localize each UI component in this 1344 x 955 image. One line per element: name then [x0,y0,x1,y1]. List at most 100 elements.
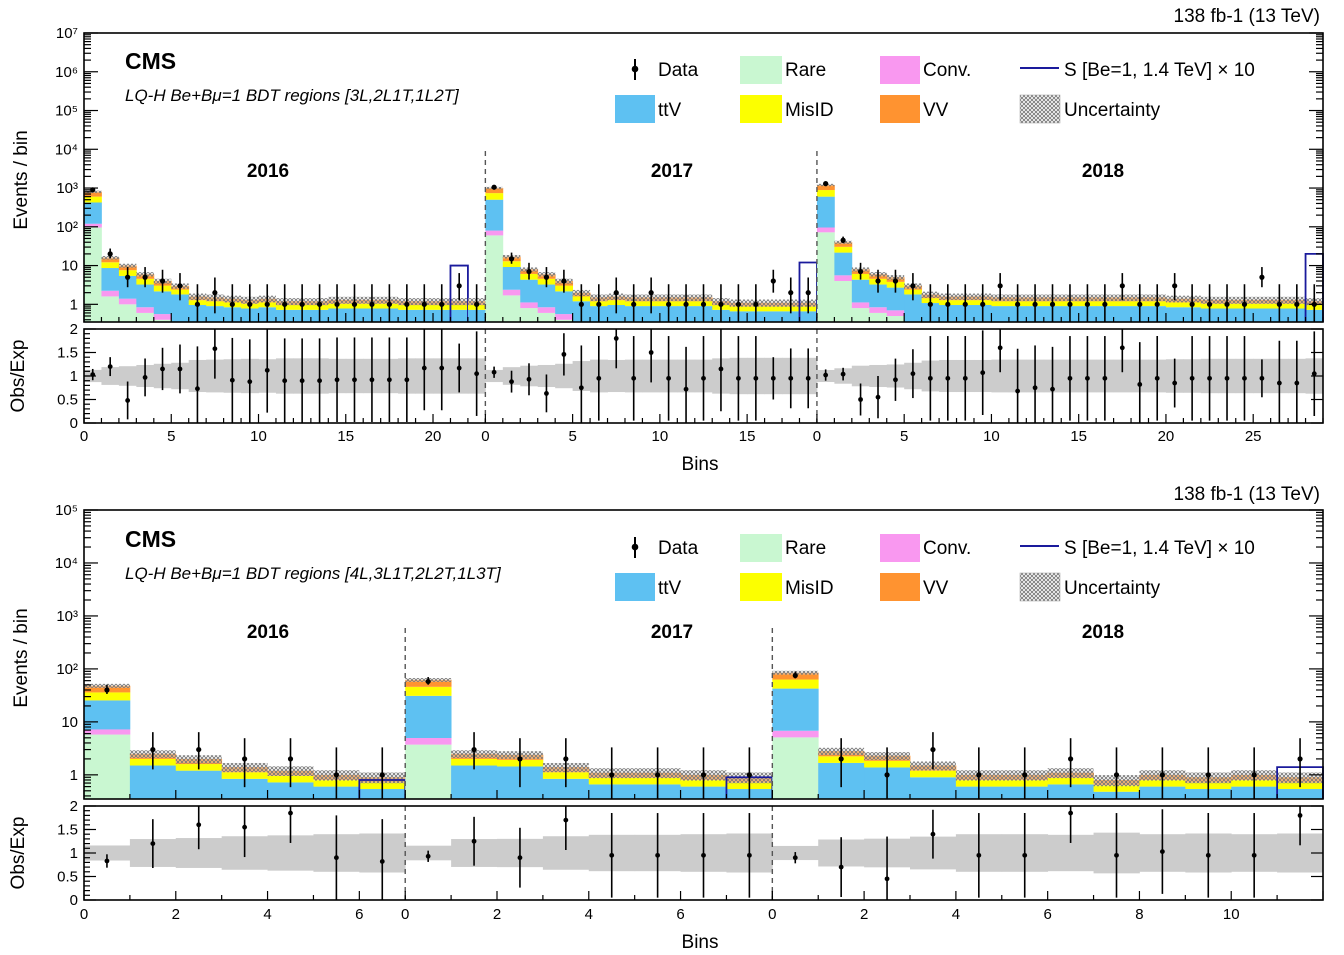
stack-misid-bar [816,190,835,197]
ratio-point [1032,385,1038,391]
stack-ttv-bar [772,688,819,731]
stack-ttv-bar [607,305,626,322]
ratio-point [736,375,741,381]
data-point [753,301,759,307]
stack-ttv-bar [502,267,521,290]
stack-ttv-bar [84,202,102,224]
top-cms-label: CMS [125,48,176,74]
ratio-point [317,378,322,384]
ratio-point [875,394,881,400]
data-point [1276,301,1282,307]
legend-conv-label: Conv. [923,60,971,81]
x-tick-label: 0 [80,906,88,923]
data-point [700,301,707,307]
top-figure: 138 fb-1 (13 TeV) 11010²10³10⁴10⁵10⁶10⁷ … [8,6,1324,475]
bottom-main-frame [83,509,1324,800]
ratio-uncertainty-band [118,366,137,386]
stack-misid-bar [1113,301,1132,307]
ratio-point [1050,386,1055,392]
data-point [196,746,202,753]
bottom-legend-vv: VV [880,573,949,601]
data-point [247,301,253,307]
data-point [242,756,248,762]
ratio-point [526,376,532,382]
data-point [1137,301,1143,307]
bottom-ratio-x-ticks: 0 2 4 6 0 2 4 6 0 2 4 6 8 10 [80,891,1324,923]
ratio-point [421,365,427,371]
ratio-point [1251,852,1257,858]
bottom-year-2016: 2016 [247,622,289,643]
ratio-point [788,375,794,381]
bottom-cms-label: CMS [125,526,176,552]
x-tick-label: 6 [355,906,363,923]
data-point [142,274,148,280]
stack-rare-bar [772,737,819,799]
top-legend-data: Data [631,59,699,81]
x-tick-label: 4 [585,906,593,923]
top-ratio-dividers [484,329,818,423]
y-tick-label: 10³ [56,180,78,197]
data-point [1241,301,1248,307]
data-point [1205,772,1211,778]
data-point [596,301,602,307]
x-tick-label: 20 [425,428,442,445]
stack-misid-bar [764,306,783,312]
top-subtitle: LQ-H Be+Bμ=1 BDT regions [3L,2L1T,1L2T] [125,86,460,105]
y-tick-label: 10³ [56,608,78,625]
data-point [333,772,339,778]
stack-rare-bar [834,280,853,322]
stack-ttv-bar [84,700,131,730]
stack-rare-bar [101,296,120,322]
ratio-point [753,375,759,381]
ratio-point [770,375,776,381]
stack-ttv-bar [542,778,590,799]
ratio-uncertainty-band [607,359,626,393]
data-point [1206,301,1213,307]
data-point [770,278,776,284]
legend-vv-label: VV [923,578,949,599]
uncertainty-hatch [764,299,783,307]
x-tick-label: 15 [1070,428,1087,445]
stack-misid-bar [405,686,452,696]
ratio-point [242,824,248,830]
ratio-point [264,367,270,373]
ratio-point [177,366,183,372]
stack-ttv-bar [537,284,556,308]
data-point [805,290,811,296]
ratio-point [1015,388,1021,394]
stack-ttv-bar [520,279,539,303]
ratio-point [160,366,165,372]
ratio-point [893,377,898,383]
data-point [997,283,1003,289]
ratio-point [578,385,584,391]
data-point [1259,274,1265,280]
stack-ttv-bar [886,287,905,311]
data-point [194,301,201,307]
data-point [792,672,798,679]
y-tick-label: 10² [56,661,78,678]
data-point [264,301,270,307]
legend-vv-swatch [880,95,920,123]
y-tick-label: 10⁴ [55,555,78,572]
data-point [884,772,890,778]
y-tick-label: 10⁷ [56,25,78,42]
top-legend-misid: MisID [740,95,834,123]
ratio-point [456,365,462,371]
ratio-point [509,379,514,385]
top-legend: Data Rare Conv. S [Be=1, 1.4 TeV] × 10 t… [615,56,1255,124]
x-tick-label: 20 [1158,428,1175,445]
stack-ttv-bar [1277,789,1324,799]
data-point [1251,772,1257,778]
bottom-x-axis-ticks [83,790,1324,799]
stack-rare-bar [84,227,102,322]
ratio-y-tick-label: 1.5 [57,345,78,362]
data-point [386,301,392,307]
data-point [316,301,323,307]
ratio-point [299,378,305,384]
ratio-point [838,864,844,870]
stack-conv-bar [520,302,539,309]
data-point [107,251,113,257]
ratio-point [404,377,410,383]
ratio-point [333,855,339,861]
ratio-point [439,365,445,371]
